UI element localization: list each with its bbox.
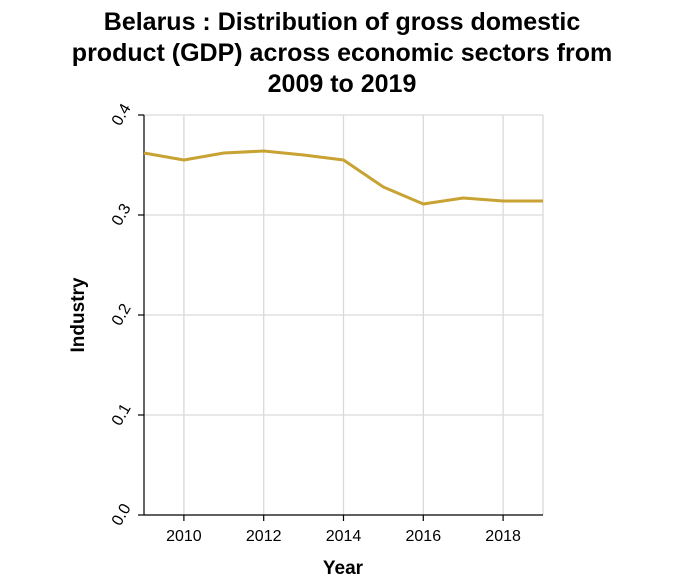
x-tick-label: 2014 <box>326 528 362 545</box>
axes <box>138 114 543 521</box>
x-tick-label: 2012 <box>246 528 282 545</box>
y-tick-label: 0.4 <box>109 101 135 129</box>
y-tick-label: 0.0 <box>109 501 135 529</box>
x-axis-label: Year <box>323 558 364 579</box>
chart-title: Belarus : Distribution of gross domestic… <box>72 8 612 98</box>
y-tick-label: 0.1 <box>109 401 135 429</box>
x-tick-label: 2016 <box>406 528 442 545</box>
grid <box>144 114 544 515</box>
x-tick-label: 2010 <box>166 528 202 545</box>
y-tick-label: 0.3 <box>109 201 135 229</box>
chart-title-line-3: 2009 to 2019 <box>268 70 417 98</box>
chart-title-line-1: Belarus : Distribution of gross domestic <box>104 8 581 36</box>
chart-title-line-2: product (GDP) across economic sectors fr… <box>72 39 612 67</box>
tick-labels: 2010 2012 2014 2016 2018 0.0 0.1 0.2 0.3 0.4 <box>109 101 521 545</box>
x-tick-label: 2018 <box>485 528 521 545</box>
y-tick-label: 0.2 <box>109 301 135 329</box>
series-group <box>143 149 543 206</box>
y-axis-label: Industry <box>68 277 89 352</box>
series-line <box>143 149 543 206</box>
